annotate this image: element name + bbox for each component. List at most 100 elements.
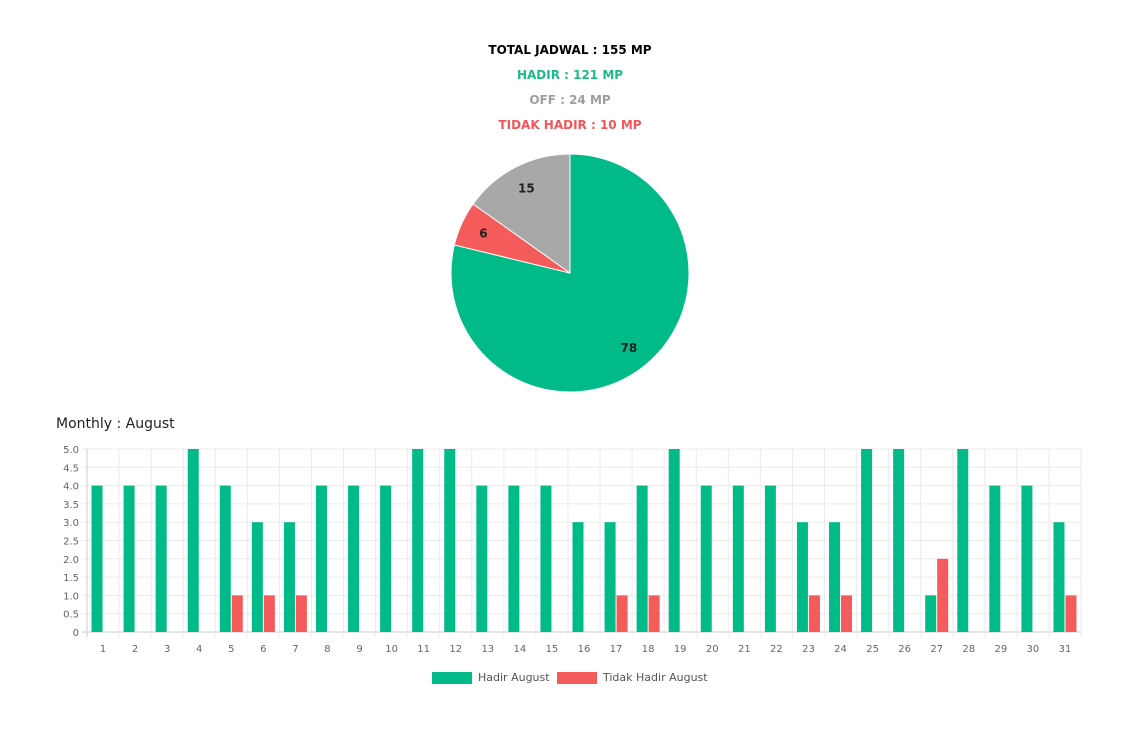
x-tick-label: 29 (994, 644, 1007, 655)
legend-label-tidak-hadir: Tidak Hadir August (603, 671, 708, 684)
x-tick-label: 6 (260, 644, 266, 655)
bar-hadir[interactable] (957, 449, 969, 632)
x-tick-label: 17 (610, 644, 623, 655)
bar-hadir[interactable] (636, 485, 648, 632)
legend-item-tidak-hadir[interactable]: Tidak Hadir August (557, 670, 708, 686)
y-tick-label: 2.0 (63, 555, 79, 566)
bar-hadir[interactable] (1021, 485, 1033, 632)
bar-tidak-hadir[interactable] (231, 595, 243, 632)
bar-hadir[interactable] (732, 485, 744, 632)
monthly-chart-title: Monthly : August (56, 416, 175, 432)
pie-slice-label-2: 15 (518, 181, 535, 195)
bar-hadir[interactable] (989, 485, 1001, 632)
x-tick-label: 21 (738, 644, 751, 655)
attendance-pie-chart: 78 6 15 (450, 153, 690, 393)
legend-swatch-hadir (432, 672, 472, 684)
bar-hadir[interactable] (861, 449, 873, 632)
y-tick-label: 0 (73, 628, 79, 639)
x-tick-label: 24 (834, 644, 847, 655)
bar-hadir[interactable] (764, 485, 776, 632)
legend-item-hadir[interactable]: Hadir August (432, 670, 550, 686)
bar-hadir[interactable] (155, 485, 167, 632)
bar-hadir[interactable] (604, 522, 616, 632)
pie-slice-label-0: 78 (620, 341, 637, 355)
x-tick-label: 28 (962, 644, 975, 655)
absent-count-label: TIDAK HADIR : 10 MP (498, 118, 642, 132)
bar-tidak-hadir[interactable] (808, 595, 820, 632)
bar-hadir[interactable] (893, 449, 905, 632)
x-tick-label: 8 (324, 644, 330, 655)
off-count-label: OFF : 24 MP (529, 93, 611, 107)
y-tick-label: 1.0 (63, 591, 79, 602)
y-tick-label: 4.5 (63, 463, 79, 474)
x-tick-label: 4 (196, 644, 202, 655)
x-tick-label: 2 (132, 644, 138, 655)
bar-hadir[interactable] (796, 522, 808, 632)
bar-hadir[interactable] (283, 522, 295, 632)
bar-tidak-hadir[interactable] (841, 595, 853, 632)
present-count-label: HADIR : 121 MP (516, 68, 624, 82)
x-tick-label: 11 (417, 644, 430, 655)
x-tick-label: 12 (449, 644, 462, 655)
legend-swatch-tidak-hadir (557, 672, 597, 684)
x-tick-label: 7 (292, 644, 298, 655)
x-tick-label: 22 (770, 644, 783, 655)
x-tick-label: 9 (356, 644, 362, 655)
x-tick-label: 26 (898, 644, 911, 655)
bar-hadir[interactable] (444, 449, 456, 632)
x-tick-label: 16 (578, 644, 591, 655)
bar-hadir[interactable] (187, 449, 199, 632)
bar-hadir[interactable] (412, 449, 424, 632)
bar-hadir[interactable] (348, 485, 360, 632)
y-tick-label: 0.5 (63, 610, 79, 621)
x-tick-label: 19 (674, 644, 687, 655)
bar-tidak-hadir[interactable] (1065, 595, 1077, 632)
pie-slice-2[interactable] (472, 153, 571, 274)
bar-tidak-hadir[interactable] (263, 595, 275, 632)
x-tick-label: 3 (164, 644, 170, 655)
bar-hadir[interactable] (572, 522, 584, 632)
bar-tidak-hadir[interactable] (648, 595, 660, 632)
monthly-bar-chart: 00.51.01.52.02.53.03.54.04.55.01 2 3 4 5 6 7 8 9… (63, 445, 1082, 655)
bar-tidak-hadir[interactable] (295, 595, 307, 632)
y-tick-label: 1.5 (63, 573, 79, 584)
bar-hadir[interactable] (508, 485, 520, 632)
bar-tidak-hadir[interactable] (616, 595, 628, 632)
x-tick-label: 18 (642, 644, 655, 655)
bar-hadir[interactable] (925, 595, 937, 632)
x-tick-label: 30 (1027, 644, 1040, 655)
x-tick-label: 13 (481, 644, 494, 655)
bar-hadir[interactable] (829, 522, 841, 632)
bar-hadir[interactable] (219, 485, 231, 632)
x-tick-label: 25 (866, 644, 879, 655)
bar-chart-legend: Hadir August Tidak Hadir August (0, 670, 1140, 688)
x-tick-label: 15 (546, 644, 559, 655)
y-tick-label: 2.5 (63, 537, 79, 548)
y-tick-label: 5.0 (63, 445, 79, 456)
bar-tidak-hadir[interactable] (937, 558, 949, 632)
x-tick-label: 31 (1059, 644, 1072, 655)
x-tick-label: 23 (802, 644, 815, 655)
bar-hadir[interactable] (315, 485, 327, 632)
bar-hadir[interactable] (123, 485, 135, 632)
bar-hadir[interactable] (668, 449, 680, 632)
pie-slice-0[interactable] (450, 153, 690, 393)
x-tick-label: 1 (100, 644, 106, 655)
x-tick-label: 10 (385, 644, 398, 655)
y-tick-label: 3.0 (63, 518, 79, 529)
y-tick-label: 4.0 (63, 482, 79, 493)
x-tick-label: 14 (514, 644, 527, 655)
bar-hadir[interactable] (91, 485, 103, 632)
x-tick-label: 5 (228, 644, 234, 655)
bar-hadir[interactable] (251, 522, 263, 632)
bar-hadir[interactable] (380, 485, 392, 632)
pie-slice-label-1: 6 (479, 226, 487, 240)
legend-label-hadir: Hadir August (478, 671, 550, 684)
bar-hadir[interactable] (1053, 522, 1065, 632)
bar-hadir[interactable] (540, 485, 552, 632)
y-tick-label: 3.5 (63, 500, 79, 511)
x-tick-label: 20 (706, 644, 719, 655)
bar-hadir[interactable] (700, 485, 712, 632)
x-tick-label: 27 (930, 644, 943, 655)
bar-hadir[interactable] (476, 485, 488, 632)
